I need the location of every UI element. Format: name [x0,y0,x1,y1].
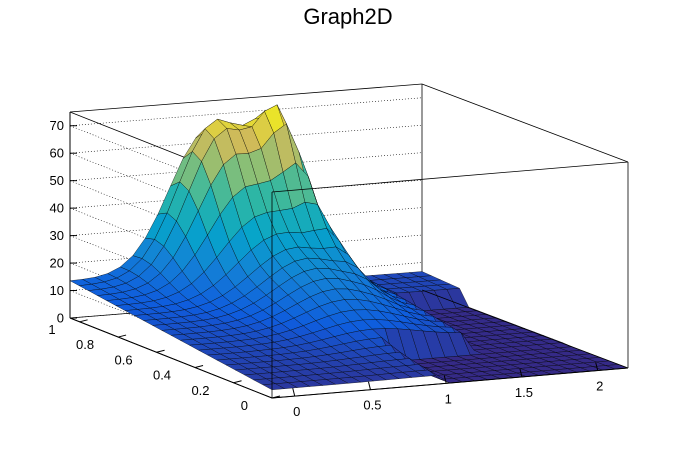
y-tick-label: 0.2 [191,383,209,398]
grid-line-back-6 [69,124,423,154]
grid-line-back-2 [69,234,423,264]
frame-edge [271,161,629,193]
x-tick-label: 1.5 [515,385,533,400]
frame-edge [421,289,629,369]
chart-title: Graph2D [303,4,393,29]
y-tick [233,380,242,384]
grid-line-back-3 [69,207,423,236]
y-tick [156,349,165,353]
y-tick-label: 0.6 [114,352,132,367]
grid-line-back-4 [69,179,423,209]
grid-line-back-7 [69,97,423,127]
z-tick-label: 10 [50,283,64,298]
y-tick [117,334,127,338]
x-tick [367,381,371,390]
y-tick-label: 0.4 [153,368,171,383]
y-axis-line [69,317,273,399]
z-tick-label: 20 [50,256,64,271]
x-tick-label: 0 [293,404,300,419]
y-tick-label: 0 [241,398,248,413]
z-tick-label: 40 [50,201,64,216]
frame-edge [69,83,423,113]
x-tick-label: 0.5 [363,398,381,413]
x-tick [292,387,296,397]
z-tick-label: 0 [57,311,64,326]
z-tick-label: 50 [50,173,64,188]
frame-edge [421,83,629,163]
x-tick [443,375,447,384]
z-tick-label: 60 [50,146,64,161]
y-tick-label: 0.8 [76,337,94,352]
x-axis-line [271,367,629,399]
z-tick-label: 70 [50,118,64,133]
x-tick [519,368,523,378]
y-tick [194,365,204,369]
y-tick-label: 1 [48,322,55,337]
x-tick-label: 1 [445,391,452,406]
y-tick [79,319,88,323]
x-tick-label: 2 [596,379,603,394]
grid-line-back-5 [69,152,423,181]
z-tick-label: 30 [50,228,64,243]
grid-line-back-1 [69,262,423,291]
x-tick [595,362,599,371]
